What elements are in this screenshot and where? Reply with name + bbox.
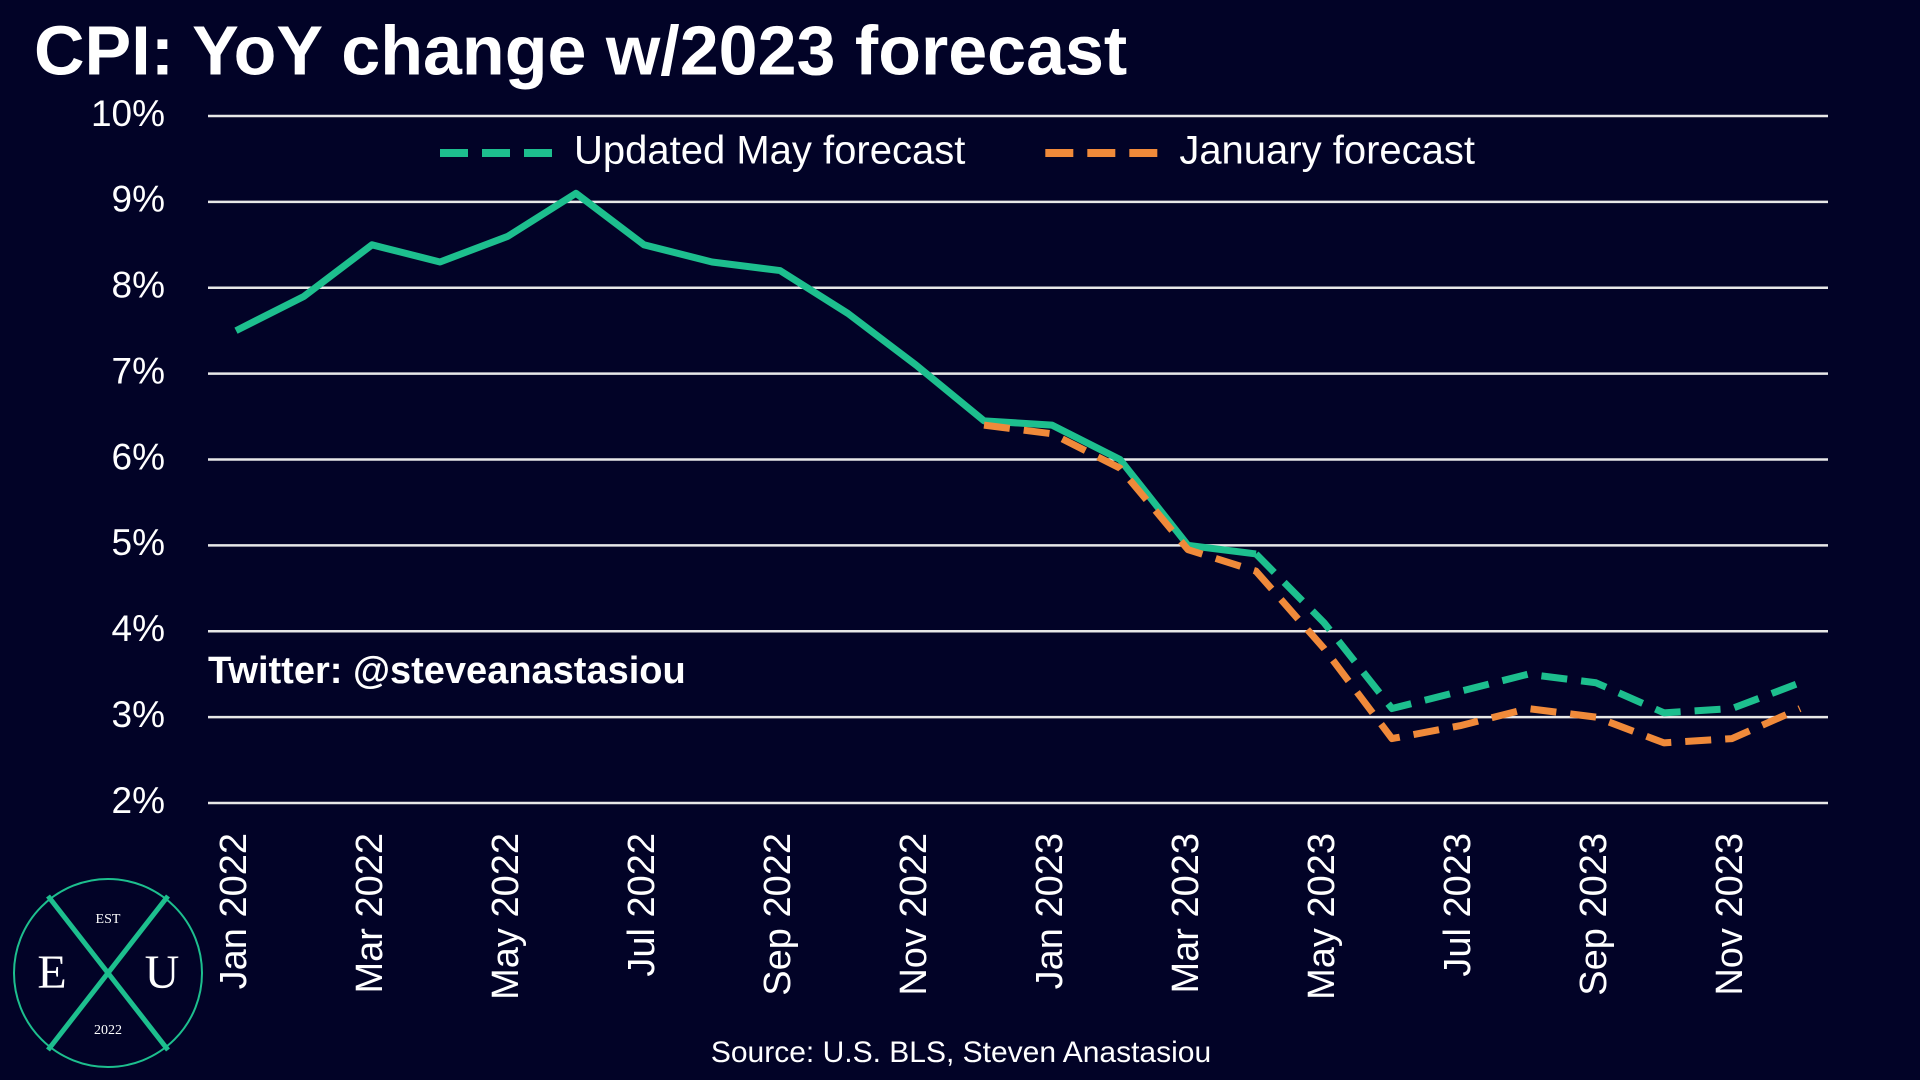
series-line bbox=[1253, 551, 1802, 717]
x-tick-label: May 2022 bbox=[485, 833, 527, 1000]
legend-label: Updated May forecast bbox=[574, 129, 965, 173]
y-tick-label: 8% bbox=[112, 265, 165, 306]
series-line bbox=[983, 421, 1802, 747]
x-tick-label: Nov 2022 bbox=[893, 833, 935, 996]
logo-text: EST bbox=[96, 912, 121, 927]
logo-text: 2022 bbox=[94, 1023, 122, 1038]
y-tick-label: 3% bbox=[112, 694, 165, 735]
series-line bbox=[234, 189, 1257, 558]
source: Source: U.S. BLS, Steven Anastasiou bbox=[711, 1036, 1211, 1069]
y-tick-label: 4% bbox=[112, 608, 165, 649]
x-tick-label: Jan 2023 bbox=[1029, 833, 1071, 989]
logo-ring bbox=[13, 878, 203, 1068]
y-tick-label: 7% bbox=[112, 350, 165, 391]
y-tick-label: 9% bbox=[112, 179, 165, 220]
logo: EST E U 2022 bbox=[13, 878, 203, 1068]
x-tick-label: Mar 2023 bbox=[1165, 833, 1207, 994]
y-tick-label: 10% bbox=[91, 93, 165, 134]
x-tick-label: Mar 2022 bbox=[349, 833, 391, 994]
logo-text: U bbox=[145, 946, 180, 999]
y-tick-label: 2% bbox=[112, 780, 165, 821]
logo-stroke bbox=[46, 894, 170, 1052]
chart-title: CPI: YoY change w/2023 forecast bbox=[34, 11, 1127, 89]
x-tick-label: Sep 2023 bbox=[1573, 833, 1615, 996]
annotation: Twitter: @steveanastasiou bbox=[208, 650, 686, 692]
x-tick-label: Jul 2023 bbox=[1437, 833, 1479, 977]
y-tick-label: 5% bbox=[112, 522, 165, 563]
logo-text: E bbox=[37, 946, 66, 999]
x-tick-label: Sep 2022 bbox=[757, 833, 799, 996]
y-tick-label: 6% bbox=[112, 436, 165, 477]
legend-label: January forecast bbox=[1179, 129, 1475, 173]
x-tick-label: May 2023 bbox=[1301, 833, 1343, 1000]
x-tick-label: Nov 2023 bbox=[1709, 833, 1751, 996]
x-tick-label: Jul 2022 bbox=[621, 833, 663, 977]
x-tick-label: Jan 2022 bbox=[213, 833, 255, 989]
